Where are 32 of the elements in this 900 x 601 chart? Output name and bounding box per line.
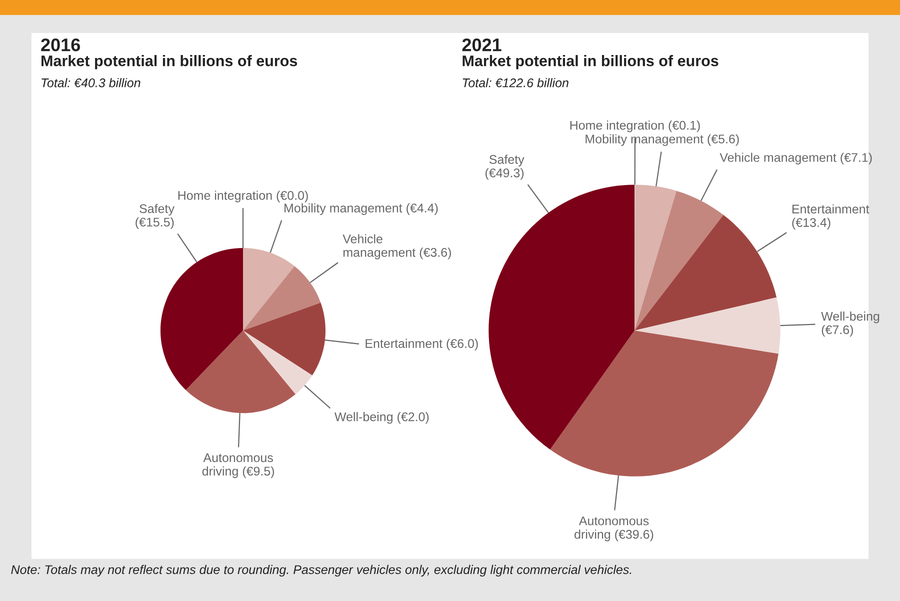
text: Total: €40.3 billion <box>42 78 140 88</box>
pie-slice <box>550 330 778 476</box>
slice-label: Autonomous driving (€9.5) <box>202 453 274 478</box>
pie-slice <box>243 330 312 394</box>
slice-label: Vehicle management (€7.1) <box>720 152 872 164</box>
chart-subtitle: Market potential in billions of euros <box>462 55 718 70</box>
pie-slice <box>634 184 676 331</box>
slice-label: Mobility management (€4.4) <box>284 203 438 215</box>
slice-label: Well-being (€7.6) <box>821 312 880 337</box>
text: Note: Totals may not reflect sums due to rounding. Passenger vehicles only, excluding light commercial vehicles. <box>11 564 632 577</box>
pie-slice <box>243 266 321 331</box>
pie-slice <box>634 190 724 331</box>
pie-slice <box>634 297 780 354</box>
chart-title: 2016 <box>41 38 80 52</box>
slice-label: Safety (€49.3) <box>486 154 524 180</box>
pie-slice <box>488 184 634 450</box>
pie-slice <box>634 214 777 331</box>
pie-slice <box>160 248 243 390</box>
pie-slice <box>186 330 296 414</box>
chart-subtitle: Market potential in billions of euros <box>42 55 298 70</box>
category-label: Home integration (€0.0) <box>178 190 308 202</box>
chart-title: 2021 <box>462 38 502 52</box>
slice-label: Entertainment (€6.0) <box>366 338 478 350</box>
slice-label: Entertainment (€13.4) <box>792 204 870 230</box>
text: Total: €122.6 billion <box>462 78 568 88</box>
slice-label: Vehicle management (€3.6) <box>342 234 451 260</box>
pie-slice <box>243 248 295 331</box>
slice-label: Safety (€15.5) <box>136 204 174 230</box>
slice-label: Home integration (€0.1) <box>570 120 700 132</box>
pie-slice <box>243 302 326 376</box>
slice-label: Well-being (€2.0) <box>334 412 429 424</box>
slice-label: Autonomous driving (€39.6) <box>574 516 654 542</box>
